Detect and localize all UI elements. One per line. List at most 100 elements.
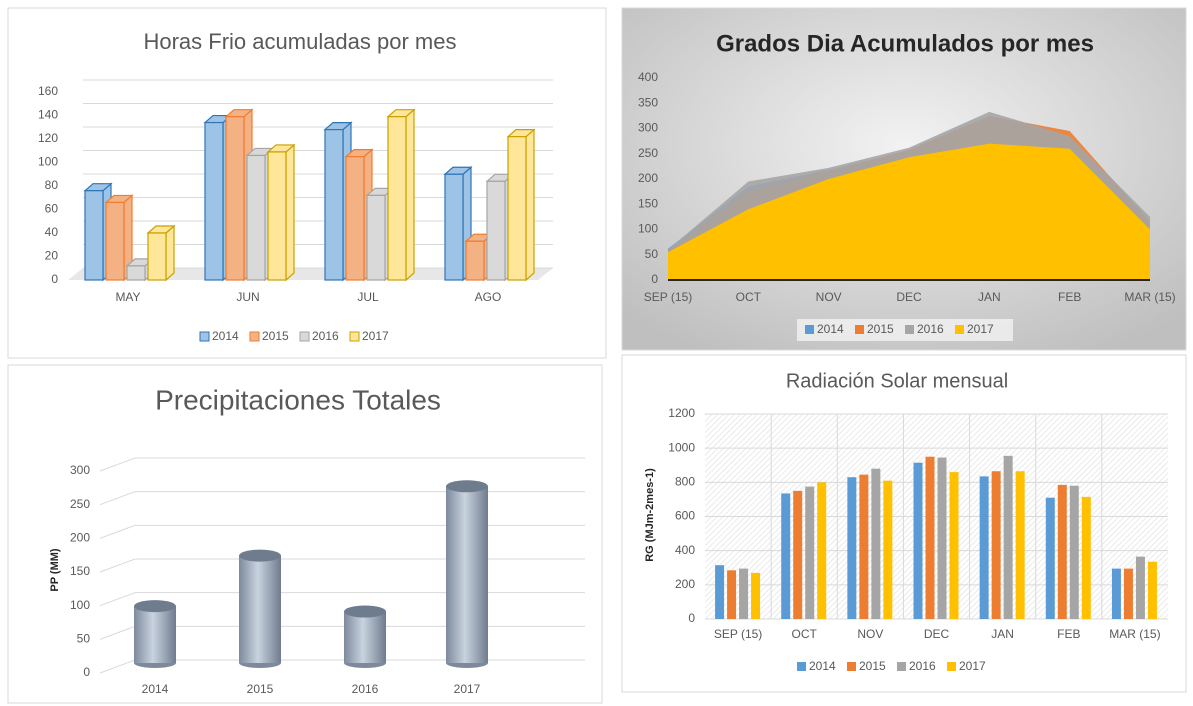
y-tick-label: 100 (638, 222, 658, 236)
chart-title: Precipitaciones Totales (155, 384, 441, 415)
chart-title: Radiación Solar mensual (786, 370, 1008, 392)
bar (991, 471, 1001, 619)
bar (979, 476, 989, 619)
bar (949, 472, 959, 619)
bar-front (246, 154, 266, 281)
bar (1057, 484, 1067, 619)
x-tick-label: NOV (857, 627, 883, 641)
legend-swatch (299, 331, 310, 342)
legend-label: 2014 (809, 659, 836, 673)
area (668, 143, 1150, 280)
bar (715, 565, 725, 619)
bar (1015, 471, 1025, 619)
y-tick-label: 400 (675, 543, 695, 557)
legend-label: 2017 (362, 329, 389, 343)
y-tick-label: 1200 (668, 406, 695, 420)
bar-front (267, 151, 287, 281)
cylinder (344, 605, 386, 668)
bar-front (486, 180, 506, 281)
y-tick-label: 150 (70, 564, 90, 578)
legend-label: 2016 (909, 659, 936, 673)
cylinder-top (344, 605, 386, 618)
legend-swatch (955, 325, 964, 334)
legend-swatch (349, 331, 360, 342)
y-tick-label: 40 (45, 225, 59, 239)
x-tick-label: FEB (1058, 290, 1081, 304)
bar-side (525, 128, 535, 282)
y-tick-label: 200 (638, 171, 658, 185)
bar-front (345, 156, 365, 281)
y-tick-label: 0 (651, 272, 658, 286)
bar-front (387, 116, 407, 281)
y-tick-label: 20 (45, 249, 59, 263)
y-tick-label: 0 (688, 611, 695, 625)
x-tick-label: JAN (978, 290, 1001, 304)
cylinder (446, 480, 488, 668)
bar-front (324, 129, 344, 281)
y-tick-label: 250 (638, 146, 658, 160)
y-tick-label: 100 (70, 598, 90, 612)
legend-swatch (905, 325, 914, 334)
y-tick-label: 250 (70, 497, 90, 511)
legend-swatch (805, 325, 814, 334)
x-tick-label: OCT (792, 627, 818, 641)
bar-front (84, 190, 104, 281)
y-tick-label: 200 (70, 531, 90, 545)
x-tick-label: JAN (991, 627, 1014, 641)
cylinder-body (446, 486, 488, 663)
legend-label: 2016 (917, 322, 944, 336)
legend-swatch (797, 662, 806, 671)
legend-label: 2015 (867, 322, 894, 336)
x-tick-label: 2017 (454, 682, 481, 696)
x-tick-label: 2016 (352, 682, 379, 696)
bar-side (285, 143, 295, 282)
x-tick-label: SEP (15) (714, 627, 762, 641)
bar (146, 224, 176, 282)
grid-line (99, 457, 585, 472)
cylinder (134, 600, 176, 668)
y-tick-label: 800 (675, 475, 695, 489)
y-tick-label: 50 (645, 247, 659, 261)
legend-swatch (847, 662, 856, 671)
x-tick-label: 2015 (247, 682, 274, 696)
y-tick-label: 350 (638, 95, 658, 109)
bar (1111, 568, 1121, 619)
bar (727, 570, 737, 619)
bar (805, 486, 815, 619)
bar-front (366, 194, 386, 281)
legend-label: 2015 (859, 659, 886, 673)
bar (937, 457, 947, 619)
bar (871, 468, 881, 619)
legend-label: 2017 (959, 659, 986, 673)
cylinder-body (239, 555, 281, 663)
y-tick-label: 200 (675, 577, 695, 591)
cylinder-body (134, 606, 176, 663)
bar (925, 456, 935, 619)
y-tick-label: 300 (638, 121, 658, 135)
x-tick-label: SEP (15) (644, 290, 692, 304)
legend-swatch (249, 331, 260, 342)
y-tick-label: 600 (675, 509, 695, 523)
grid-line (99, 592, 585, 607)
bar (883, 480, 893, 619)
bar (793, 490, 803, 619)
grid-line (99, 524, 585, 539)
bar-side (165, 224, 175, 282)
bar-front (204, 121, 224, 281)
legend-swatch (855, 325, 864, 334)
y-tick-label: 300 (70, 463, 90, 477)
bar (739, 568, 749, 619)
bar-front (105, 201, 125, 281)
chart-title: Horas Frio acumuladas por mes (143, 29, 456, 54)
legend-label: 2014 (817, 322, 844, 336)
legend-label: 2017 (967, 322, 994, 336)
bar-front (126, 265, 146, 281)
chart-title: Grados Dia Acumulados por mes (716, 30, 1094, 57)
x-tick-label: MAY (115, 290, 140, 304)
x-tick-label: DEC (924, 627, 950, 641)
bar (1081, 496, 1091, 619)
x-tick-label: 2014 (142, 682, 169, 696)
legend-swatch (947, 662, 956, 671)
bar (1147, 561, 1157, 619)
bar (817, 482, 827, 619)
